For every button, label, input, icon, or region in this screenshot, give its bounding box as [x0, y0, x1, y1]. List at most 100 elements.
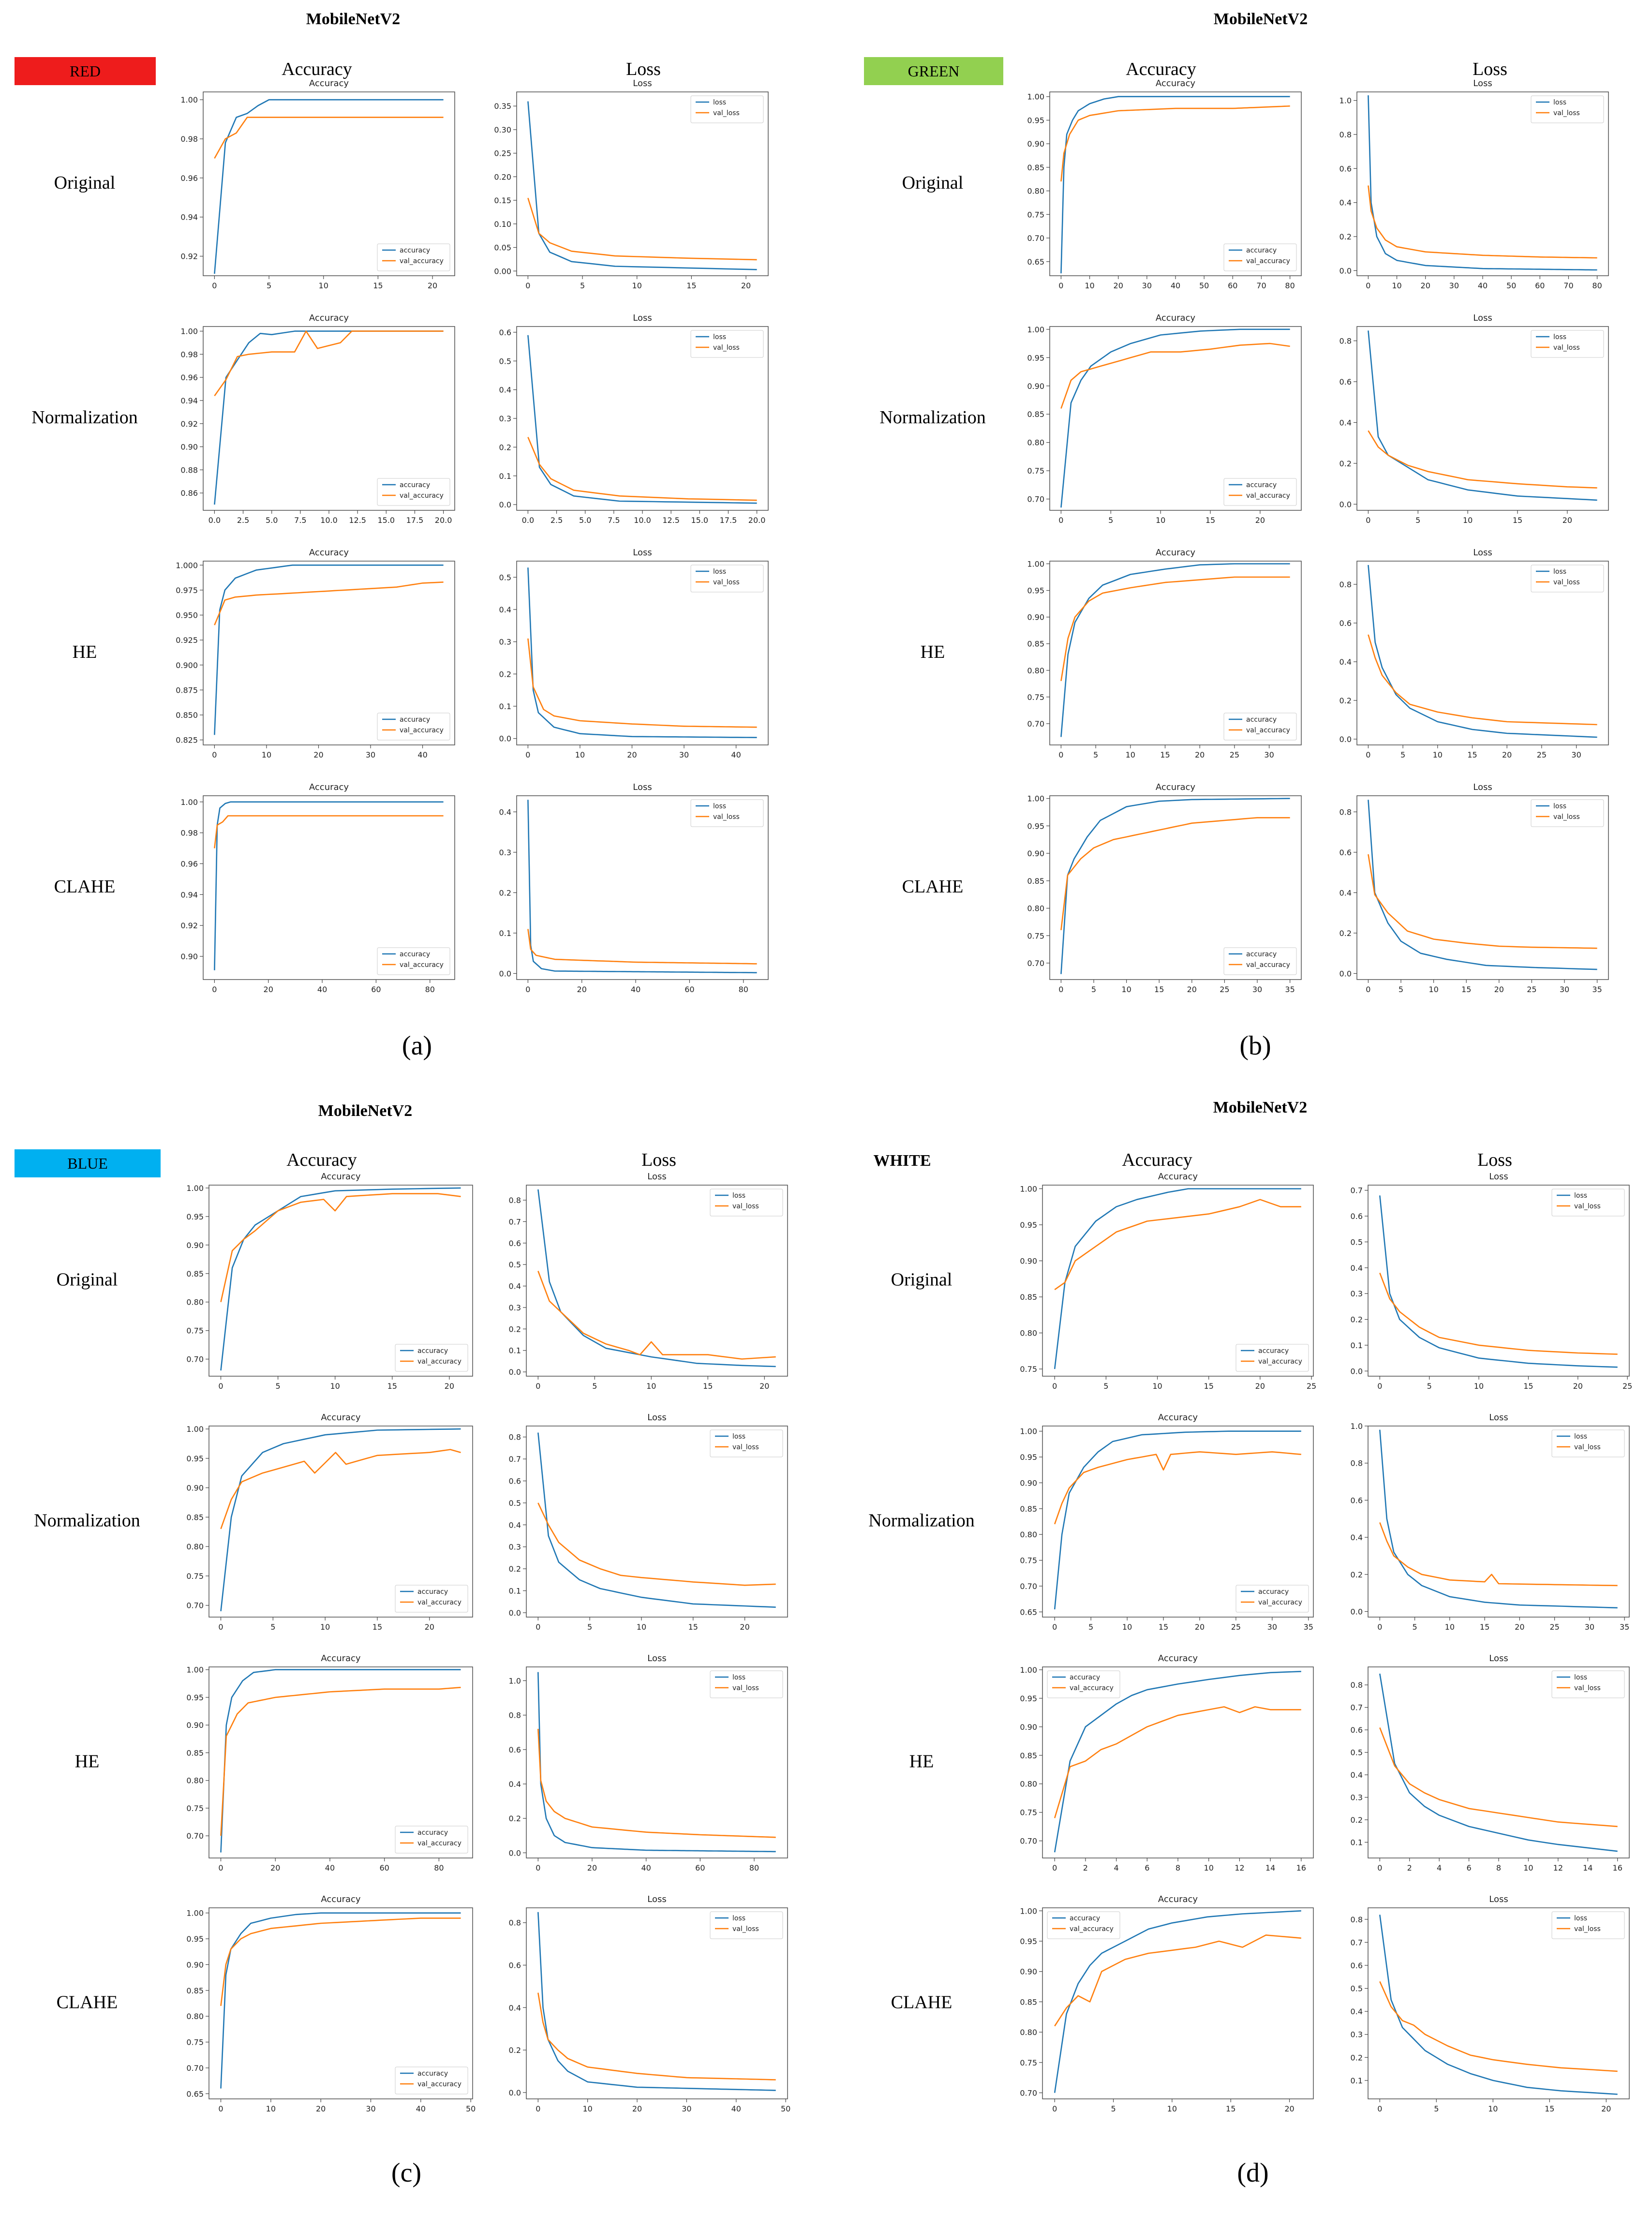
series-line-accuracy — [1060, 798, 1290, 974]
chart-a-clahe-accuracy: Accuracy 0 20 40 60 80 0.90 0.92 0.94 0.96 0.98 1.0… — [180, 782, 455, 994]
chart-b-original-loss: Loss 0 10 20 30 40 50 60 70 80 0.0 0.2 0.4 0.6 0.8 1.0 l… — [1339, 78, 1609, 290]
y-tick-label: 0.85 — [1020, 1751, 1037, 1760]
y-tick-label: 0.95 — [1027, 353, 1044, 362]
x-tick-label: 0 — [218, 1863, 223, 1872]
x-tick-label: 5 — [1093, 750, 1098, 759]
x-tick-label: 6 — [1145, 1863, 1149, 1872]
x-tick-label: 5 — [1415, 516, 1420, 525]
y-tick-label: 0.80 — [1020, 1530, 1037, 1539]
model-title: MobileNetV2 — [318, 1102, 413, 1120]
axes-frame — [208, 1426, 473, 1618]
chart-title: Loss — [1473, 782, 1492, 792]
axes-frame — [1356, 795, 1609, 980]
chart-title: Loss — [1489, 1894, 1508, 1904]
y-tick-label: 0.4 — [509, 1282, 521, 1291]
y-tick-label: 0.6 — [509, 1961, 521, 1970]
y-tick-label: 0.7 — [509, 1455, 521, 1464]
y-tick-label: 0.0 — [1339, 500, 1352, 509]
x-tick-label: 0 — [1366, 750, 1370, 759]
series-line-accuracy — [1054, 1671, 1301, 1853]
x-tick-label: 10 — [646, 1382, 656, 1391]
legend-entry: val_accuracy — [417, 1840, 461, 1847]
series-line-val_accuracy — [220, 1687, 461, 1836]
legend-entry: accuracy — [417, 2070, 448, 2078]
y-tick-label: 0.88 — [180, 465, 198, 475]
series-line-accuracy — [1060, 563, 1290, 737]
axes-frame — [1049, 326, 1302, 511]
y-tick-label: 0.8 — [1351, 1915, 1363, 1924]
x-tick-label: 40 — [731, 750, 741, 759]
x-tick-label: 50 — [1199, 281, 1209, 290]
x-tick-label: 20 — [632, 2104, 642, 2113]
series-line-val_accuracy — [1060, 342, 1290, 409]
y-tick-label: 0.3 — [1351, 2030, 1363, 2039]
legend-entry: val_accuracy — [1246, 257, 1290, 265]
axes-frame — [526, 1666, 788, 1858]
x-tick-label: 15 — [1545, 2104, 1554, 2113]
chart-b-original-accuracy: Accuracy 0 10 20 30 40 50 60 70 80 0.65 0.70 0.75 0.8… — [1027, 78, 1302, 290]
series-line-accuracy — [214, 99, 444, 274]
y-tick-label: 0.4 — [509, 1520, 521, 1530]
legend-entry: accuracy — [417, 1829, 448, 1837]
y-tick-label: 0.75 — [186, 1572, 204, 1581]
series-line-val_loss — [537, 1271, 776, 1360]
chart-title: Accuracy — [321, 1172, 361, 1182]
y-tick-label: 0.6 — [1339, 619, 1352, 628]
x-tick-label: 0 — [1052, 2104, 1057, 2113]
legend-entry: val_accuracy — [1070, 1925, 1114, 1933]
chart-title: Loss — [1489, 1653, 1508, 1664]
legend-entry: accuracy — [400, 247, 430, 254]
x-tick-label: 5 — [1399, 985, 1403, 994]
axes-frame — [1042, 1426, 1314, 1618]
legend: loss val_loss — [690, 95, 764, 123]
y-tick-label: 0.975 — [176, 586, 198, 595]
legend: accuracy val_accuracy — [377, 243, 450, 271]
legend-entry: loss — [1553, 99, 1566, 106]
chart-d-he-loss: Loss 0 2 4 6 8 10 12 14 16 0.1 0.2 0.3 0.4 0.5 0.6 0.7 0.… — [1351, 1653, 1630, 1872]
x-tick-label: 5 — [1111, 2104, 1116, 2113]
x-tick-label: 0 — [536, 1622, 540, 1632]
series-line-val_loss — [1379, 1522, 1618, 1587]
y-tick-label: 0.2 — [1351, 1570, 1363, 1579]
axes-frame — [1368, 1185, 1630, 1377]
legend: loss val_loss — [1531, 565, 1604, 593]
chart-title: Loss — [633, 548, 652, 558]
series-line-loss — [527, 335, 757, 504]
x-tick-label: 0 — [212, 750, 217, 759]
x-tick-label: 0 — [1058, 985, 1063, 994]
panel-a: MobileNetV2 RED Accuracy Loss Original Normal… — [15, 10, 661, 1061]
y-tick-label: 0.6 — [499, 328, 511, 337]
series-line-loss — [1368, 330, 1597, 501]
legend-entry: accuracy — [1246, 247, 1277, 254]
x-tick-label: 10 — [266, 2104, 276, 2113]
x-tick-label: 5 — [580, 281, 585, 290]
y-tick-label: 0.80 — [1027, 904, 1044, 913]
y-tick-label: 0.70 — [1020, 1582, 1037, 1591]
y-tick-label: 0.75 — [1020, 2058, 1037, 2067]
y-tick-label: 0.0 — [509, 1367, 521, 1377]
y-tick-label: 0.90 — [186, 1721, 204, 1730]
y-tick-label: 0.2 — [499, 669, 511, 679]
column-header-loss: Loss — [641, 1150, 676, 1170]
x-tick-label: 0 — [1377, 1382, 1382, 1391]
legend: accuracy val_accuracy — [395, 1826, 468, 1854]
chart-title: Accuracy — [321, 1894, 361, 1904]
x-tick-label: 5 — [1091, 985, 1096, 994]
chart-title: Accuracy — [321, 1412, 361, 1423]
x-tick-label: 10.0 — [320, 516, 338, 525]
y-tick-label: 0.1 — [499, 472, 511, 481]
y-tick-label: 0.2 — [509, 1324, 521, 1334]
y-tick-label: 0.96 — [180, 860, 198, 869]
series-line-val_loss — [527, 929, 757, 965]
series-line-loss — [537, 1432, 776, 1608]
x-tick-label: 30 — [679, 750, 689, 759]
y-tick-label: 0.70 — [1027, 719, 1044, 728]
legend-entry: val_loss — [1574, 1925, 1601, 1933]
x-tick-label: 4 — [1114, 1863, 1119, 1872]
y-tick-label: 0.95 — [186, 1212, 204, 1221]
y-tick-label: 0.7 — [509, 1217, 521, 1226]
x-tick-label: 30 — [682, 2104, 691, 2113]
y-tick-label: 0.5 — [499, 573, 511, 582]
legend: loss val_loss — [1551, 1189, 1625, 1217]
